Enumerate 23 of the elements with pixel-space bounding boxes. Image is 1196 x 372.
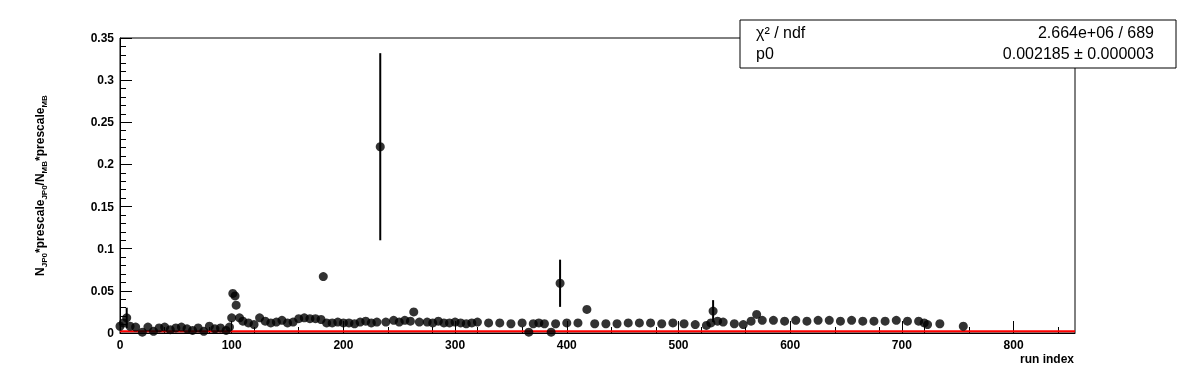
- y-axis-title: NJP0*prescaleJP0/NMB*prescaleMB: [33, 94, 49, 276]
- x-tick-label: 800: [1003, 338, 1024, 352]
- y-tick-label: 0.3: [97, 73, 115, 88]
- y-tick-label: 0.2: [97, 157, 115, 172]
- y-tick-label: 0.05: [90, 283, 115, 298]
- annotation: 0.002185 ± 0.000003: [1002, 44, 1155, 62]
- y-tick-label: 0.35: [90, 31, 115, 45]
- x-tick-label: 700: [891, 338, 913, 352]
- annotation: 2.664e+06 / 689: [1037, 23, 1155, 41]
- annotation: χ² / ndf: [756, 23, 806, 41]
- x-tick-label: 100: [221, 338, 243, 352]
- y-tick-label: 0.25: [90, 115, 115, 130]
- x-tick-label: 600: [780, 338, 801, 352]
- x-tick-label: 200: [333, 338, 354, 352]
- y-tick-label: 0.1: [97, 241, 115, 256]
- annotation: p0: [756, 44, 774, 62]
- y-tick-label: 0.15: [90, 199, 115, 214]
- x-tick-label: 300: [445, 338, 466, 352]
- x-tick-label: 500: [668, 338, 689, 352]
- x-tick-label: 0: [116, 338, 124, 352]
- y-tick-label: 0: [107, 326, 115, 340]
- x-axis-title: run index: [1019, 352, 1075, 366]
- x-tick-label: 400: [556, 338, 578, 352]
